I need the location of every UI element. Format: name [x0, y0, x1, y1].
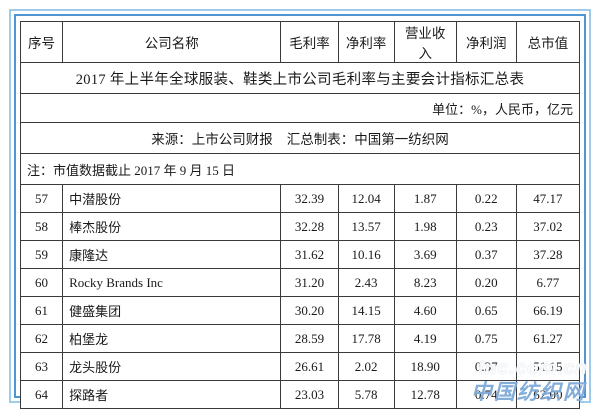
- cell-market-cap: 62.00: [515, 380, 581, 409]
- unit-note: 单位：%，人民币，亿元: [20, 93, 580, 123]
- footnote-row: 注：市值数据截止 2017 年 9 月 15 日: [20, 153, 580, 185]
- table-row: 61 健盛集团 30.20 14.15 4.60 0.65 66.19: [19, 296, 581, 325]
- cell-index: 60: [19, 268, 64, 297]
- cell-net-margin: 13.57: [337, 212, 395, 241]
- cell-company: 康隆达: [62, 240, 282, 269]
- cell-net-margin: 2.02: [337, 352, 395, 381]
- column-header-gross-margin: 毛利率: [280, 21, 339, 63]
- cell-gross-margin: 32.39: [280, 184, 339, 213]
- cell-market-cap: 47.17: [515, 184, 581, 213]
- cell-company: 中潜股份: [62, 184, 282, 213]
- column-header-revenue: 营业收入: [393, 21, 457, 63]
- cell-market-cap: 6.77: [515, 268, 581, 297]
- cell-index: 64: [19, 380, 64, 409]
- cell-index: 61: [19, 296, 64, 325]
- cell-company: 龙头股份: [62, 352, 282, 381]
- cell-net-profit: 0.20: [455, 268, 517, 297]
- cell-net-margin: 2.43: [337, 268, 395, 297]
- source-row: 来源：上市公司财报 汇总制表：中国第一纺织网: [20, 122, 580, 154]
- cell-company: 柏堡龙: [62, 324, 282, 353]
- table-row: 57 中潜股份 32.39 12.04 1.87 0.22 47.17: [19, 184, 581, 213]
- column-header-net-profit: 净利润: [455, 21, 517, 63]
- cell-net-profit: 0.22: [455, 184, 517, 213]
- cell-revenue: 1.87: [393, 184, 457, 213]
- cell-gross-margin: 31.20: [280, 268, 339, 297]
- cell-gross-margin: 32.28: [280, 212, 339, 241]
- source-cell: 来源：上市公司财报 汇总制表：中国第一纺织网: [20, 122, 580, 154]
- cell-gross-margin: 28.59: [280, 324, 339, 353]
- cell-revenue: 18.90: [393, 352, 457, 381]
- column-header-net-margin: 净利率: [337, 21, 395, 63]
- cell-net-profit: 0.37: [455, 240, 517, 269]
- table-row: 58 棒杰股份 32.28 13.57 1.98 0.23 37.02: [19, 212, 581, 241]
- footnote: 注：市值数据截止 2017 年 9 月 15 日: [20, 153, 580, 185]
- cell-net-profit: 0.74: [455, 380, 517, 409]
- table-header: 序号 公司名称 毛利率 净利率 营业收入 净利润 总市值: [19, 21, 581, 63]
- table-row: 59 康隆达 31.62 10.16 3.69 0.37 37.28: [19, 240, 581, 269]
- cell-net-margin: 10.16: [337, 240, 395, 269]
- cell-gross-margin: 31.62: [280, 240, 339, 269]
- cell-index: 59: [19, 240, 64, 269]
- cell-market-cap: 51.15: [515, 352, 581, 381]
- source-label: 来源：上市公司财报: [151, 132, 273, 147]
- cell-revenue: 4.19: [393, 324, 457, 353]
- cell-company: Rocky Brands Inc: [62, 268, 282, 297]
- table-meta-rows: 2017 年上半年全球服装、鞋类上市公司毛利率与主要会计指标汇总表 单位：%，人…: [20, 62, 580, 185]
- cell-market-cap: 37.28: [515, 240, 581, 269]
- cell-gross-margin: 26.61: [280, 352, 339, 381]
- compiler-label: 汇总制表：中国第一纺织网: [286, 132, 449, 147]
- cell-net-profit: 0.37: [455, 352, 517, 381]
- cell-revenue: 8.23: [393, 268, 457, 297]
- title-row: 2017 年上半年全球服装、鞋类上市公司毛利率与主要会计指标汇总表: [20, 62, 580, 94]
- cell-net-profit: 0.23: [455, 212, 517, 241]
- cell-revenue: 1.98: [393, 212, 457, 241]
- cell-market-cap: 37.02: [515, 212, 581, 241]
- column-header-company: 公司名称: [62, 21, 282, 63]
- header-row: 序号 公司名称 毛利率 净利率 营业收入 净利润 总市值: [19, 21, 581, 63]
- cell-index: 58: [19, 212, 64, 241]
- cell-net-margin: 5.78: [337, 380, 395, 409]
- table-row: 62 柏堡龙 28.59 17.78 4.19 0.75 61.27: [19, 324, 581, 353]
- cell-net-margin: 14.15: [337, 296, 395, 325]
- cell-revenue: 4.60: [393, 296, 457, 325]
- page-title: 2017 年上半年全球服装、鞋类上市公司毛利率与主要会计指标汇总表: [20, 62, 580, 94]
- cell-net-profit: 0.65: [455, 296, 517, 325]
- table-row: 60 Rocky Brands Inc 31.20 2.43 8.23 0.20 6.77: [19, 268, 581, 297]
- table-row: 63 龙头股份 26.61 2.02 18.90 0.37 51.15: [19, 352, 581, 381]
- unit-row: 单位：%，人民币，亿元: [20, 93, 580, 123]
- cell-company: 健盛集团: [62, 296, 282, 325]
- column-header-index: 序号: [19, 21, 64, 63]
- cell-index: 57: [19, 184, 64, 213]
- cell-gross-margin: 30.20: [280, 296, 339, 325]
- cell-net-margin: 12.04: [337, 184, 395, 213]
- cell-market-cap: 61.27: [515, 324, 581, 353]
- cell-company: 棒杰股份: [62, 212, 282, 241]
- cell-net-profit: 0.75: [455, 324, 517, 353]
- table-row: 64 探路者 23.03 5.78 12.78 0.74 62.00: [19, 380, 581, 409]
- cell-gross-margin: 23.03: [280, 380, 339, 409]
- cell-company: 探路者: [62, 380, 282, 409]
- cell-index: 63: [19, 352, 64, 381]
- cell-revenue: 12.78: [393, 380, 457, 409]
- column-header-market-cap: 总市值: [515, 21, 581, 63]
- financial-summary-table: 2017 年上半年全球服装、鞋类上市公司毛利率与主要会计指标汇总表 单位：%，人…: [19, 21, 581, 409]
- cell-net-margin: 17.78: [337, 324, 395, 353]
- cell-revenue: 3.69: [393, 240, 457, 269]
- cell-market-cap: 66.19: [515, 296, 581, 325]
- table-body: 57 中潜股份 32.39 12.04 1.87 0.22 47.17 58 棒杰股份 32.28…: [19, 184, 581, 409]
- cell-index: 62: [19, 324, 64, 353]
